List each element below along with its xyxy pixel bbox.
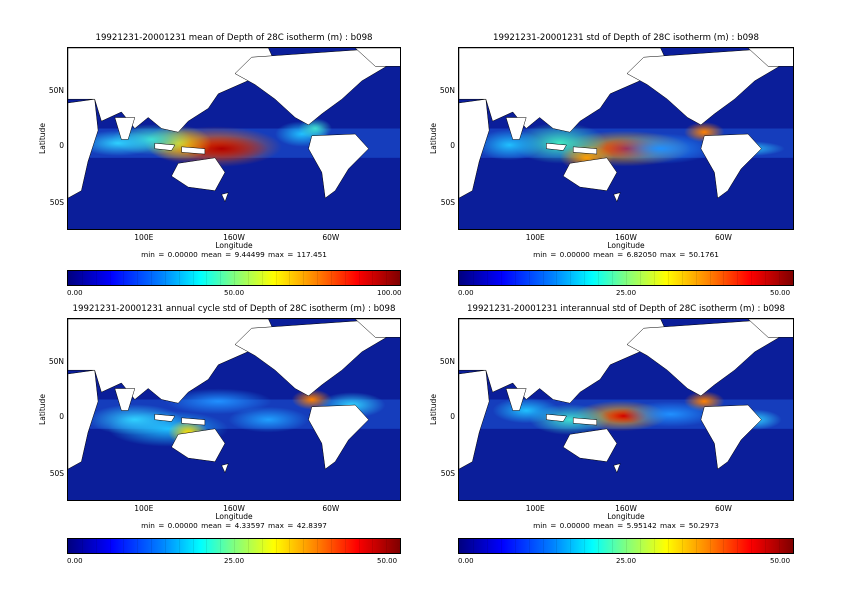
hotspot [606, 133, 715, 165]
colorbar-tick-label: 50.00 [377, 557, 398, 565]
y-tick-label: 50S [440, 468, 455, 478]
y-tick-label: 0 [59, 140, 64, 150]
panel-title: 19921231-20001231 annual cycle std of De… [72, 304, 396, 314]
y-tick-label: 50S [49, 197, 64, 207]
hotspot [78, 130, 159, 156]
x-tick-label: 160W [615, 504, 637, 513]
land [747, 48, 793, 67]
colorbar-tick-label: 25.00 [224, 557, 245, 565]
x-tick-label: 100E [134, 233, 154, 242]
x-tick-label: 60W [322, 504, 340, 513]
x-tick-label: 100E [525, 504, 545, 513]
land [700, 133, 762, 199]
colorbar-tick-label: 50.00 [770, 289, 791, 297]
land [181, 417, 206, 426]
x-axis-label: Longitude [607, 512, 645, 521]
land [68, 48, 276, 133]
y-tick-label: 50N [439, 85, 455, 95]
y-tick-label: 50S [440, 197, 455, 207]
colorbar-tick-label: 25.00 [616, 289, 637, 297]
x-tick-label: 60W [714, 504, 732, 513]
land [221, 192, 229, 203]
x-tick-label: 100E [134, 504, 154, 513]
colorbar-tick-label: 100.00 [377, 289, 402, 297]
land [546, 413, 567, 422]
panel-title: 19921231-20001231 mean of Depth of 28C i… [95, 33, 373, 43]
land [171, 157, 226, 191]
land [154, 413, 176, 422]
land [459, 48, 668, 133]
x-tick-label: 160W [223, 233, 245, 242]
land [171, 428, 226, 462]
y-tick-label: 50N [439, 356, 455, 366]
hotspot [228, 406, 309, 433]
y-tick-label: 50S [49, 468, 64, 478]
land [181, 146, 206, 155]
land [354, 319, 400, 338]
land [221, 463, 229, 474]
colorbar [458, 270, 794, 286]
y-tick-label: 50N [48, 85, 64, 95]
colorbar [67, 270, 401, 286]
x-tick-label: 100E [525, 233, 545, 242]
land [308, 133, 369, 199]
stats-line: min = 0.00000 mean = 5.95142 max = 50.29… [533, 521, 719, 530]
colorbar-tick-label: 0.00 [67, 289, 83, 297]
land [562, 428, 618, 462]
x-tick-label: 160W [615, 233, 637, 242]
map-plot [67, 318, 401, 501]
y-tick-label: 0 [59, 411, 64, 421]
colorbar-tick-label: 50.00 [224, 289, 245, 297]
land [505, 388, 527, 411]
land [562, 157, 618, 191]
x-tick-label: 160W [223, 504, 245, 513]
colorbar [458, 538, 794, 554]
land [546, 142, 567, 151]
panel-title: 19921231-20001231 std of Depth of 28C is… [493, 33, 759, 43]
land [154, 142, 176, 151]
land [613, 463, 621, 474]
y-tick-label: 0 [450, 140, 455, 150]
x-axis-label: Longitude [215, 512, 253, 521]
panel-title: 19921231-20001231 interannual std of Dep… [467, 304, 785, 314]
colorbar-tick-label: 50.00 [770, 557, 791, 565]
colorbar-tick-label: 0.00 [458, 557, 474, 565]
hotspot [88, 404, 182, 436]
land [572, 146, 598, 155]
land [747, 319, 793, 338]
map-plot [67, 47, 401, 230]
land [308, 404, 369, 470]
x-axis-label: Longitude [607, 241, 645, 250]
stats-line: min = 0.00000 mean = 6.82050 max = 50.17… [533, 250, 719, 259]
x-tick-label: 60W [714, 233, 732, 242]
land [114, 117, 136, 140]
y-tick-label: 50N [48, 356, 64, 366]
land [572, 417, 598, 426]
map-plot [458, 47, 794, 230]
land [114, 388, 136, 411]
x-axis-label: Longitude [215, 241, 253, 250]
hotspot [164, 388, 272, 415]
hotspot [492, 397, 560, 424]
colorbar [67, 538, 401, 554]
colorbar-tick-label: 25.00 [616, 557, 637, 565]
colorbar-tick-label: 0.00 [458, 289, 474, 297]
map-plot [458, 318, 794, 501]
land [354, 48, 400, 67]
y-tick-label: 0 [450, 411, 455, 421]
x-tick-label: 60W [322, 233, 340, 242]
land [505, 117, 527, 140]
stats-line: min = 0.00000 mean = 4.33597 max = 42.83… [141, 521, 327, 530]
colorbar-tick-label: 0.00 [67, 557, 83, 565]
land [459, 319, 668, 404]
hotspot [623, 401, 718, 427]
land [613, 192, 621, 203]
land [700, 404, 762, 470]
hotspot [475, 129, 543, 161]
stats-line: min = 0.00000 mean = 9.44499 max = 117.4… [141, 250, 327, 259]
